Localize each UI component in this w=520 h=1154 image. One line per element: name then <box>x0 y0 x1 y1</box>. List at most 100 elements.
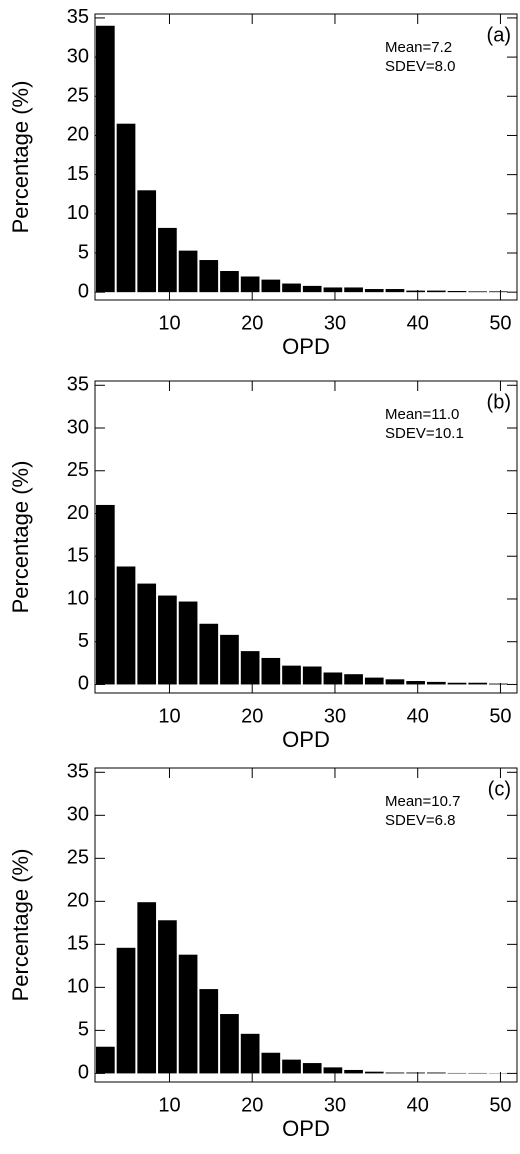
x-tick-label: 10 <box>158 1094 180 1116</box>
y-tick-label: 35 <box>67 761 89 783</box>
panel-label: (b) <box>487 391 511 413</box>
bar <box>427 1073 446 1074</box>
bar <box>220 271 239 292</box>
bar <box>282 1060 301 1074</box>
x-tick-label: 30 <box>324 705 346 727</box>
annotation: Mean=11.0 <box>385 406 459 423</box>
y-tick-label: 10 <box>67 202 89 224</box>
y-tick-label: 0 <box>78 673 89 695</box>
x-tick-label: 20 <box>241 705 263 727</box>
bar <box>117 124 136 292</box>
y-axis-label: Percentage (%) <box>8 849 33 1002</box>
bar <box>344 674 363 684</box>
bar <box>241 276 260 292</box>
annotation: SDEV=10.1 <box>385 425 464 442</box>
bar <box>137 190 156 292</box>
bar <box>303 667 322 685</box>
bar <box>406 681 425 684</box>
x-tick-label: 10 <box>158 705 180 727</box>
bar <box>220 1014 239 1073</box>
annotation: Mean=10.7 <box>385 793 460 810</box>
bar <box>96 505 115 685</box>
bar <box>324 287 343 292</box>
bar <box>179 602 198 685</box>
annotation: SDEV=6.8 <box>385 812 455 829</box>
y-tick-label: 5 <box>78 241 89 263</box>
bar <box>158 596 177 685</box>
x-tick-label: 40 <box>407 1094 429 1116</box>
bar <box>179 251 198 293</box>
y-tick-label: 30 <box>67 416 89 438</box>
bar <box>448 291 467 292</box>
bar <box>261 658 280 684</box>
bar <box>282 666 301 685</box>
bar <box>241 651 260 684</box>
y-tick-label: 15 <box>67 933 89 955</box>
bar <box>468 291 487 292</box>
x-tick-label: 30 <box>324 1094 346 1116</box>
annotation: Mean=7.2 <box>385 39 452 56</box>
bar <box>406 1073 425 1074</box>
y-tick-label: 35 <box>67 6 89 28</box>
bar <box>199 260 218 292</box>
y-tick-label: 25 <box>67 85 89 107</box>
y-tick-label: 0 <box>78 280 89 302</box>
bar <box>282 284 301 293</box>
x-tick-label: 50 <box>489 312 511 334</box>
bar <box>303 286 322 292</box>
x-tick-label: 30 <box>324 312 346 334</box>
x-tick-label: 50 <box>489 1094 511 1116</box>
x-tick-label: 40 <box>407 312 429 334</box>
x-tick-label: 20 <box>241 312 263 334</box>
y-tick-label: 5 <box>78 630 89 652</box>
bar <box>489 291 508 292</box>
bar <box>137 584 156 685</box>
y-tick-label: 30 <box>67 804 89 826</box>
bar <box>158 920 177 1073</box>
bar <box>386 1073 405 1074</box>
x-axis-label: OPD <box>282 727 330 752</box>
x-axis-label: OPD <box>282 1116 330 1141</box>
panel-label: (a) <box>487 24 511 46</box>
y-axis-label: Percentage (%) <box>8 461 33 614</box>
x-tick-label: 20 <box>241 1094 263 1116</box>
bar <box>117 948 136 1074</box>
bar <box>137 902 156 1073</box>
bar <box>365 1072 384 1074</box>
x-axis-label: OPD <box>282 334 330 359</box>
bar <box>96 1047 115 1074</box>
y-axis-label: Percentage (%) <box>8 81 33 234</box>
bar <box>427 291 446 293</box>
bar <box>468 683 487 685</box>
bar <box>117 566 136 684</box>
y-tick-label: 20 <box>67 502 89 524</box>
bar <box>220 635 239 685</box>
bar <box>344 1070 363 1073</box>
y-tick-label: 35 <box>67 374 89 396</box>
y-tick-label: 15 <box>67 163 89 185</box>
bar <box>261 1053 280 1074</box>
annotation: SDEV=8.0 <box>385 58 455 75</box>
y-tick-label: 20 <box>67 124 89 146</box>
bar <box>303 1063 322 1073</box>
y-tick-label: 5 <box>78 1019 89 1041</box>
bar <box>179 955 198 1074</box>
y-tick-label: 25 <box>67 847 89 869</box>
x-tick-label: 50 <box>489 705 511 727</box>
x-tick-label: 10 <box>158 312 180 334</box>
bar <box>199 989 218 1073</box>
bar <box>261 280 280 293</box>
bar <box>324 1067 343 1073</box>
bar <box>365 678 384 685</box>
bar <box>489 684 508 685</box>
bar <box>448 683 467 685</box>
bar <box>199 624 218 685</box>
bar <box>386 679 405 684</box>
bar <box>365 289 384 292</box>
bar <box>344 287 363 292</box>
y-tick-label: 25 <box>67 459 89 481</box>
panel-label: (c) <box>488 778 511 800</box>
bar <box>324 672 343 684</box>
x-tick-label: 40 <box>407 705 429 727</box>
